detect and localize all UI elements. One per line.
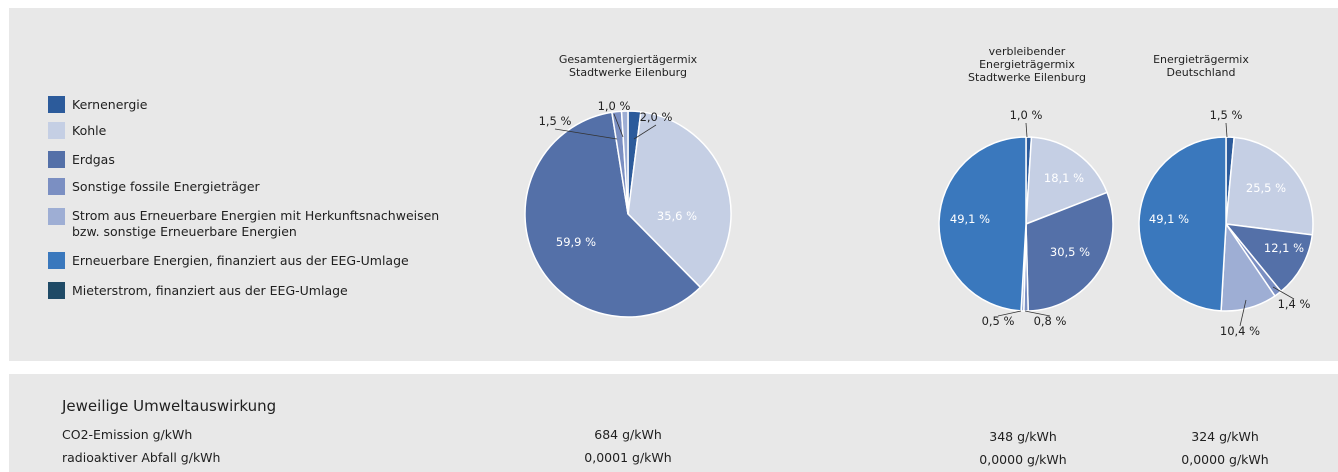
pie-slice-deutschland-5 [1138,136,1227,312]
impact-value: 0,0000 g/kWh [1181,452,1269,467]
legend-swatch [48,282,65,299]
legend-swatch [48,96,65,113]
pie-slice-verbleibend-2 [1025,191,1114,312]
legend-label: Kernenergie [72,97,148,112]
pie-slice-verbleibend-5 [938,136,1027,312]
pie-data-label: 10,4 % [1220,324,1260,338]
legend-label: Mieterstrom, finanziert aus der EEG-Umla… [72,283,348,298]
chart-title-deutschland: Energieträgermix Deutschland [1126,53,1276,79]
chart-title-line: Gesamtenergiertägermix [558,53,698,66]
pie-data-label: 49,1 % [950,212,990,226]
pie-leader-line [1272,286,1295,300]
pie-slice-deutschland-2 [1224,223,1314,293]
pie-leader-line [554,128,618,140]
pie-slice-deutschland-1 [1225,136,1314,236]
pie-chart-gesamt: 2,0 % 35,6 % 59,9 % 1,5 % 1,0 % [524,99,732,318]
pie-leader-line [997,310,1022,317]
pie-leader-line [1024,310,1051,317]
pie-data-label: 30,5 % [1050,245,1090,259]
chart-title-line: Stadtwerke Eilenburg [569,66,687,79]
pie-data-label: 1,4 % [1278,297,1311,311]
impact-heading: Jeweilige Umweltauswirkung [62,397,277,415]
impact-value: 324 g/kWh [1191,429,1259,444]
pie-leader-line [1225,122,1228,138]
chart-title-line: Energieträgermix [1153,53,1249,66]
impact-value: 348 g/kWh [989,429,1057,444]
impact-row-label: CO2-Emission g/kWh [62,427,193,442]
legend-label: Sonstige fossile Energieträger [72,179,260,194]
pie-data-label: 18,1 % [1044,171,1084,185]
legend-label: Erneuerbare Energien, finanziert aus der… [72,253,409,268]
pie-slice-gesamt-1 [627,110,732,289]
legend-label: Erdgas [72,152,115,167]
pie-data-label: 0,5 % [982,314,1015,328]
pie-leader-line [633,124,657,140]
pie-data-label: 0,8 % [1034,314,1067,328]
pie-chart-verbleibend: 1,0 % 18,1 % 30,5 % 0,8 % 0,5 % 49,1 % [938,108,1114,328]
pie-data-label: 1,5 % [539,114,572,128]
impact-row-label: radioaktiver Abfall g/kWh [62,450,221,465]
impact-value: 0,0000 g/kWh [979,452,1067,467]
pie-data-label: 1,0 % [1010,108,1043,122]
pie-slice-verbleibend-1 [1025,136,1109,226]
legend-swatch [48,252,65,269]
legend-label-line2: bzw. sonstige Erneuerbare Energien [72,224,297,239]
chart-title-gesamt: Gesamtenergiertägermix Stadtwerke Eilenb… [528,53,728,79]
impact-value: 684 g/kWh [594,427,662,442]
pie-chart-deutschland: 1,5 % 25,5 % 12,1 % 1,4 % 10,4 % 49,1 % [1138,108,1314,338]
pie-slice-gesamt-2 [524,111,702,318]
chart-title-verbleibend: verbleibender Energieträgermix Stadtwerk… [927,45,1127,84]
pie-leader-line [1025,122,1028,138]
legend-swatch [48,208,65,225]
pie-data-label: 1,5 % [1210,108,1243,122]
legend-swatch [48,178,65,195]
pie-data-label: 49,1 % [1149,212,1189,226]
pie-leader-line [1239,299,1247,327]
legend-swatch [48,122,65,139]
legend-swatch [48,151,65,168]
legend-label: Strom aus Erneuerbare Energien mit Herku… [72,208,440,223]
legend-label: Kohle [72,123,107,138]
chart-title-line: verbleibender [988,45,1066,58]
impact-value: 0,0001 g/kWh [584,450,672,465]
chart-title-line: Stadtwerke Eilenburg [968,71,1086,84]
pie-leader-line [613,113,624,138]
pie-data-label: 12,1 % [1264,241,1304,255]
pie-data-label: 1,0 % [598,99,631,113]
pie-data-label: 59,9 % [556,235,596,249]
pie-data-label: 2,0 % [640,110,673,124]
impact-panel [9,374,1338,472]
pie-data-label: 25,5 % [1246,181,1286,195]
pie-data-label: 35,6 % [657,209,697,223]
chart-title-line: Energieträgermix [979,58,1075,71]
chart-title-line: Deutschland [1166,66,1236,79]
